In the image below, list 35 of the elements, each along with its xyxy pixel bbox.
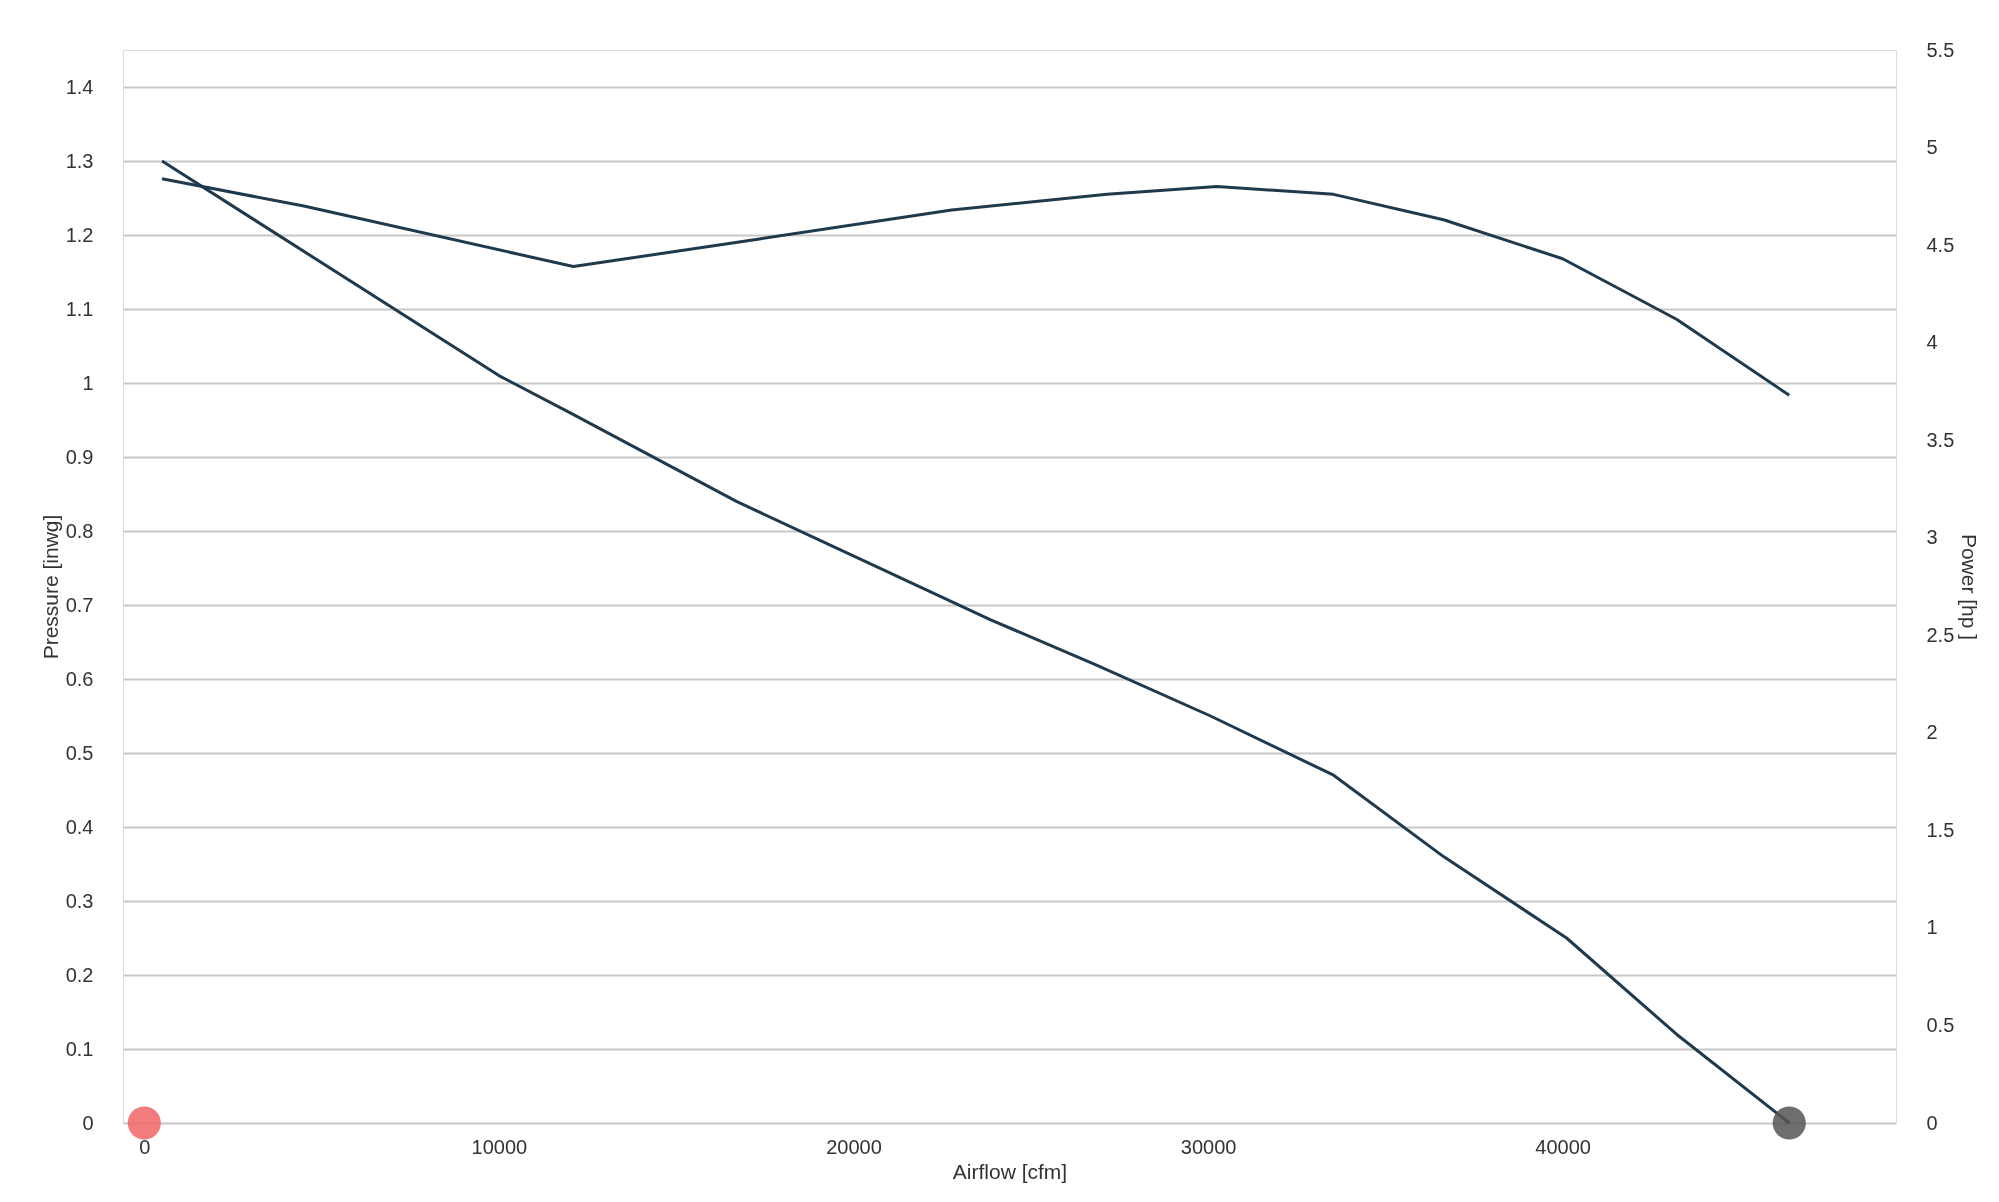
x-tick-label: 10000 bbox=[471, 1135, 528, 1158]
y2-tick-label: 1.5 bbox=[1926, 818, 1955, 841]
y-tick-label: 0.8 bbox=[65, 519, 94, 542]
y2-tick-label: 3.5 bbox=[1926, 428, 1955, 451]
y2-tick-label: 0.5 bbox=[1926, 1013, 1955, 1036]
y-tick-label: 0.2 bbox=[65, 963, 94, 986]
y-tick-label: 1.4 bbox=[65, 75, 94, 98]
y-tick-label: 0 bbox=[82, 1111, 94, 1134]
y-tick-label: 0.7 bbox=[65, 593, 94, 616]
y2-tick-label: 2.5 bbox=[1926, 623, 1955, 646]
y-tick-label: 1 bbox=[82, 371, 94, 394]
y2-axis-title: Power [hp ] bbox=[1958, 533, 1982, 641]
y-tick-label: 0.3 bbox=[65, 889, 94, 912]
y-axis-title: Pressure [inwg] bbox=[38, 514, 62, 660]
x-axis-title: Airflow [cfm] bbox=[952, 1159, 1068, 1183]
y2-tick-label: 5.5 bbox=[1926, 38, 1955, 61]
y2-tick-label: 4 bbox=[1926, 331, 1938, 354]
x-tick-label: 0 bbox=[139, 1135, 151, 1158]
y-tick-label: 0.5 bbox=[65, 741, 94, 764]
y2-tick-label: 5 bbox=[1926, 136, 1938, 159]
y-tick-label: 0.1 bbox=[65, 1037, 94, 1060]
y-tick-label: 0.4 bbox=[65, 815, 94, 838]
y-tick-label: 0.9 bbox=[65, 445, 94, 468]
y2-tick-label: 4.5 bbox=[1926, 233, 1955, 256]
y-tick-label: 0.6 bbox=[65, 667, 94, 690]
x-tick-label: 30000 bbox=[1180, 1135, 1237, 1158]
y-tick-label: 1.2 bbox=[65, 223, 94, 246]
y2-tick-label: 3 bbox=[1926, 526, 1938, 549]
x-tick-label: 20000 bbox=[826, 1135, 882, 1158]
x-tick-label: 40000 bbox=[1535, 1135, 1591, 1158]
y-tick-label: 1.3 bbox=[65, 149, 94, 172]
y2-tick-label: 0 bbox=[1926, 1111, 1938, 1134]
y2-tick-label: 2 bbox=[1926, 721, 1938, 744]
y2-tick-label: 1 bbox=[1926, 916, 1938, 939]
y-tick-label: 1.1 bbox=[65, 297, 94, 320]
